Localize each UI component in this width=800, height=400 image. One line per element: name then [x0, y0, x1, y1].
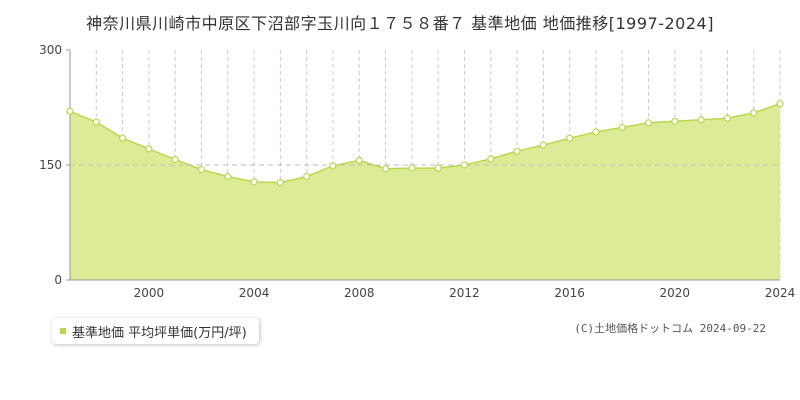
legend-swatch: [60, 328, 66, 334]
credit-text: (C)土地価格ドットコム 2024-09-22: [574, 322, 766, 335]
data-point: [66, 107, 74, 115]
data-point: [618, 123, 626, 132]
data-point: [697, 116, 705, 124]
y-tick-label: 300: [39, 43, 62, 57]
chart-title: 神奈川県川崎市中原区下沼部字玉川向１７５８番７ 基準地価 地価推移[1997-2…: [86, 14, 714, 33]
data-point: [171, 156, 179, 164]
data-point: [460, 161, 469, 169]
data-point: [723, 114, 732, 122]
data-point: [671, 117, 679, 125]
data-point: [224, 172, 232, 181]
data-point: [750, 109, 758, 117]
series-area: [70, 103, 780, 280]
data-point: [250, 178, 258, 186]
data-point: [355, 156, 363, 164]
x-tick-label: 2004: [239, 286, 270, 300]
data-point: [381, 165, 390, 173]
data-point: [408, 164, 416, 172]
data-point: [145, 145, 153, 153]
data-point: [776, 100, 784, 108]
data-point: [592, 128, 600, 136]
x-tick-label: 2000: [134, 286, 165, 300]
y-tick-label: 150: [39, 158, 62, 172]
data-point: [118, 134, 127, 142]
data-point: [434, 164, 442, 172]
x-tick-label: 2024: [765, 286, 796, 300]
y-tick-label: 0: [54, 273, 62, 287]
x-tick-label: 2020: [660, 286, 691, 300]
data-point: [197, 166, 206, 174]
data-point: [276, 179, 284, 187]
x-tick-label: 2008: [344, 286, 375, 300]
data-point: [644, 119, 653, 127]
legend: 基準地価 平均坪単価(万円/坪): [52, 318, 259, 344]
data-point: [329, 162, 337, 170]
data-point: [92, 118, 100, 126]
data-point: [513, 147, 521, 155]
data-point: [539, 141, 547, 149]
data-point: [566, 134, 574, 142]
data-point: [487, 155, 495, 163]
data-point: [303, 172, 311, 181]
x-tick-label: 2016: [554, 286, 585, 300]
legend-label: 基準地価 平均坪単価(万円/坪): [72, 325, 247, 341]
x-tick-label: 2012: [449, 286, 480, 300]
